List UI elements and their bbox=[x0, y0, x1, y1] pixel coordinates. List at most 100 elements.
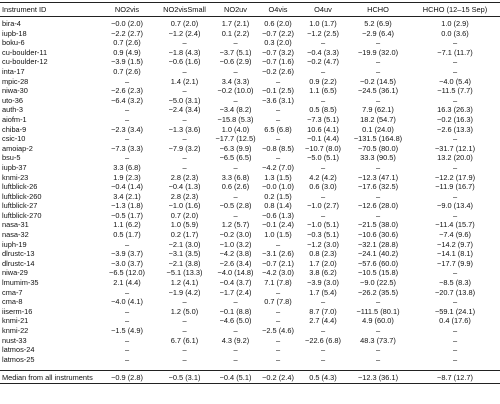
cell: −5.0 (3.1) bbox=[168, 95, 201, 105]
cell: −1.2 (2.4) bbox=[168, 28, 201, 38]
cell: – bbox=[233, 38, 238, 48]
cell: −131.5 (164.8) bbox=[353, 134, 403, 144]
cell: – bbox=[452, 191, 458, 201]
cell: −7.1 (11.7) bbox=[437, 47, 473, 57]
instrument-id: luftblick-270 bbox=[2, 210, 42, 220]
header-row: Instrument ID NO2vis NO2visSmall NO2uv O4vis… bbox=[0, 2, 500, 17]
cell: – bbox=[452, 345, 458, 355]
table-row: luftblick-27 −1.3 (1.8) −1.0 (1.6) −0.5 (2.… bbox=[0, 201, 500, 211]
table-row: latmos-24 – – – – – – – bbox=[0, 345, 500, 355]
cell: – bbox=[375, 95, 381, 105]
cell: – bbox=[375, 38, 381, 48]
cell: – bbox=[182, 316, 187, 326]
cell: −2.4 (3.4) bbox=[168, 105, 201, 115]
cell: 16.3 (26.3) bbox=[437, 105, 473, 115]
table-body: bira-4 −0.0 (2.0) 0.7 (2.0) 1.7 (2.1) 0.6 (2… bbox=[0, 17, 500, 365]
cell: 2.8 (2.3) bbox=[170, 172, 199, 182]
cell: −0.7 (2.1) bbox=[262, 258, 294, 268]
instrument-id: iiserm-16 bbox=[2, 306, 33, 316]
cell: – bbox=[375, 354, 381, 364]
cell: 0.9 (2.2) bbox=[309, 76, 337, 86]
instrument-id: boku-6 bbox=[2, 38, 25, 48]
cell: −12.6 (28.0) bbox=[357, 201, 399, 211]
cell: −0.0 (2.0) bbox=[111, 19, 143, 28]
cell: – bbox=[320, 162, 326, 172]
cell: 0.7 (2.6) bbox=[113, 66, 141, 76]
cell: −0.1 (2.4) bbox=[262, 220, 294, 230]
cell: −2.6 (13.3) bbox=[437, 124, 473, 134]
cell: −17.6 (32.5) bbox=[357, 182, 399, 192]
table-row: luftblick-260 3.4 (2.1) 2.8 (2.3) – 0.2 (1.5… bbox=[0, 192, 500, 202]
cell: – bbox=[452, 354, 458, 364]
cell: −3.9 (3.0) bbox=[307, 278, 339, 288]
cell: −17.7 (12.5) bbox=[215, 134, 256, 144]
cell: 0.3 (2.0) bbox=[264, 38, 292, 48]
cell: – bbox=[320, 66, 326, 76]
median-cell: −0.5 (3.1) bbox=[154, 370, 215, 385]
table-row: niwa-30 −2.6 (2.3) – −0.2 (10.0) −0.1 (2.5) 1… bbox=[0, 86, 500, 96]
cell: 1.0 (4.0) bbox=[221, 124, 250, 134]
instrument-id: uto-36 bbox=[2, 95, 23, 105]
cell: −2.6 (2.3) bbox=[111, 86, 143, 96]
cell: – bbox=[233, 191, 238, 201]
cell: 0.7 (2.0) bbox=[170, 19, 199, 28]
cell: 1.7 (2.1) bbox=[221, 19, 250, 28]
instrument-id: iupb-37 bbox=[2, 162, 27, 172]
cell: – bbox=[375, 162, 381, 172]
cell: 1.0 (2.9) bbox=[441, 19, 469, 28]
cell: 4.9 (60.0) bbox=[362, 316, 394, 326]
cell: 1.0 (1.7) bbox=[309, 19, 337, 28]
cell: −2.2 (2.7) bbox=[111, 28, 143, 38]
cell: 0.1 (24.0) bbox=[362, 124, 394, 134]
cell: – bbox=[275, 287, 281, 297]
cell: −57.6 (60.0) bbox=[357, 258, 399, 268]
cell: 0.2 (1.7) bbox=[170, 230, 199, 240]
cell: −4.6 (5.0) bbox=[219, 316, 252, 326]
instrument-id: nasa-32 bbox=[2, 230, 29, 240]
cell: – bbox=[233, 297, 238, 307]
cell: 0.8 (1.4) bbox=[264, 201, 292, 211]
cell: – bbox=[320, 297, 326, 307]
cell: −0.1 (8.8) bbox=[219, 306, 252, 316]
instrument-id: latmos-25 bbox=[2, 354, 35, 364]
cell: 1.1 (6.5) bbox=[309, 86, 337, 96]
instrument-id: luftblick-27 bbox=[2, 201, 38, 211]
cell: −11.4 (15.7) bbox=[435, 220, 475, 230]
table-row: niwa-29 −6.5 (12.0) −5.1 (13.3) −4.0 (14.8)… bbox=[0, 268, 500, 278]
table-row: nust-33 – 6.7 (6.1) 4.3 (9.2) – −22.6 (6.8) 48… bbox=[0, 336, 500, 346]
table-row: dlrustc-14 −3.0 (3.7) −2.1 (3.8) −2.6 (3.4)… bbox=[0, 259, 500, 269]
cell: – bbox=[275, 345, 281, 355]
cell: −7.4 (9.6) bbox=[439, 230, 471, 240]
cell: −70.5 (80.0) bbox=[357, 143, 399, 153]
cell: 1.3 (1.5) bbox=[264, 172, 292, 182]
cell: −31.7 (12.1) bbox=[434, 143, 476, 153]
cell: −3.1 (2.6) bbox=[262, 249, 294, 259]
cell: 0.2 (1.5) bbox=[264, 191, 292, 201]
median-label: Median from all instruments bbox=[0, 370, 100, 385]
cell: 3.3 (6.8) bbox=[221, 172, 250, 182]
cell: – bbox=[275, 316, 281, 326]
cell: −17.7 (9.9) bbox=[437, 258, 473, 268]
instrument-id: luftblick-260 bbox=[2, 191, 42, 201]
cell: −4.2 (3.0) bbox=[262, 268, 294, 278]
instrument-id: amoiap-2 bbox=[2, 143, 33, 153]
cell: 0.4 (17.6) bbox=[439, 316, 471, 326]
cell: −3.1 (3.5) bbox=[168, 249, 201, 259]
cell: −1.2 (2.5) bbox=[307, 28, 339, 38]
cell: −2.1 (3.8) bbox=[168, 258, 201, 268]
cell: – bbox=[182, 86, 187, 96]
cell: −6.5 (6.5) bbox=[219, 153, 252, 163]
cell: 1.0 (5.9) bbox=[170, 220, 199, 230]
instrument-id: luftblick-26 bbox=[2, 182, 38, 192]
cell: – bbox=[452, 162, 458, 172]
cell: – bbox=[182, 297, 187, 307]
cell: – bbox=[320, 191, 326, 201]
instrument-id: dlrustc-13 bbox=[2, 249, 35, 259]
cell: – bbox=[375, 66, 381, 76]
cell: – bbox=[233, 345, 238, 355]
cell: −0.3 (5.1) bbox=[307, 230, 339, 240]
cell: 0.5 (8.5) bbox=[309, 105, 337, 115]
cell: 7.9 (62.1) bbox=[362, 105, 394, 115]
cell: – bbox=[275, 335, 281, 345]
cell: – bbox=[452, 57, 458, 67]
